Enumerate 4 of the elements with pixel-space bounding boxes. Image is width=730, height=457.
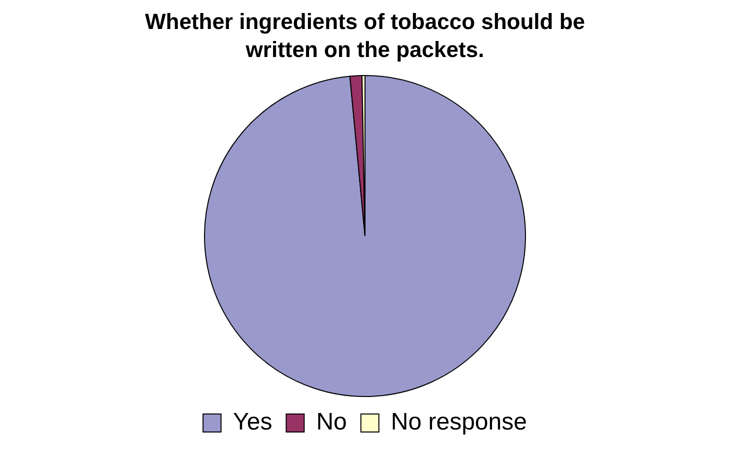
legend-label: Yes xyxy=(233,408,272,436)
legend-label: No response xyxy=(390,408,527,436)
chart-title: Whether ingredients of tobacco should be written on the packets. xyxy=(144,8,586,64)
legend-label: No xyxy=(316,408,347,436)
